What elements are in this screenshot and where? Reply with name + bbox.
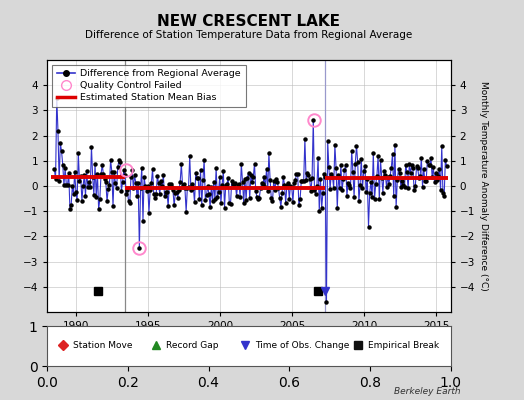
Text: Station Move: Station Move bbox=[73, 342, 133, 350]
Text: Time of Obs. Change: Time of Obs. Change bbox=[255, 342, 350, 350]
Y-axis label: Monthly Temperature Anomaly Difference (°C): Monthly Temperature Anomaly Difference (… bbox=[479, 81, 488, 291]
Legend: Difference from Regional Average, Quality Control Failed, Estimated Station Mean: Difference from Regional Average, Qualit… bbox=[52, 65, 246, 107]
Text: Berkeley Earth: Berkeley Earth bbox=[395, 387, 461, 396]
Text: Record Gap: Record Gap bbox=[166, 342, 219, 350]
Text: Empirical Break: Empirical Break bbox=[368, 342, 439, 350]
Text: Difference of Station Temperature Data from Regional Average: Difference of Station Temperature Data f… bbox=[85, 30, 412, 40]
Text: NEW CRESCENT LAKE: NEW CRESCENT LAKE bbox=[157, 14, 341, 29]
